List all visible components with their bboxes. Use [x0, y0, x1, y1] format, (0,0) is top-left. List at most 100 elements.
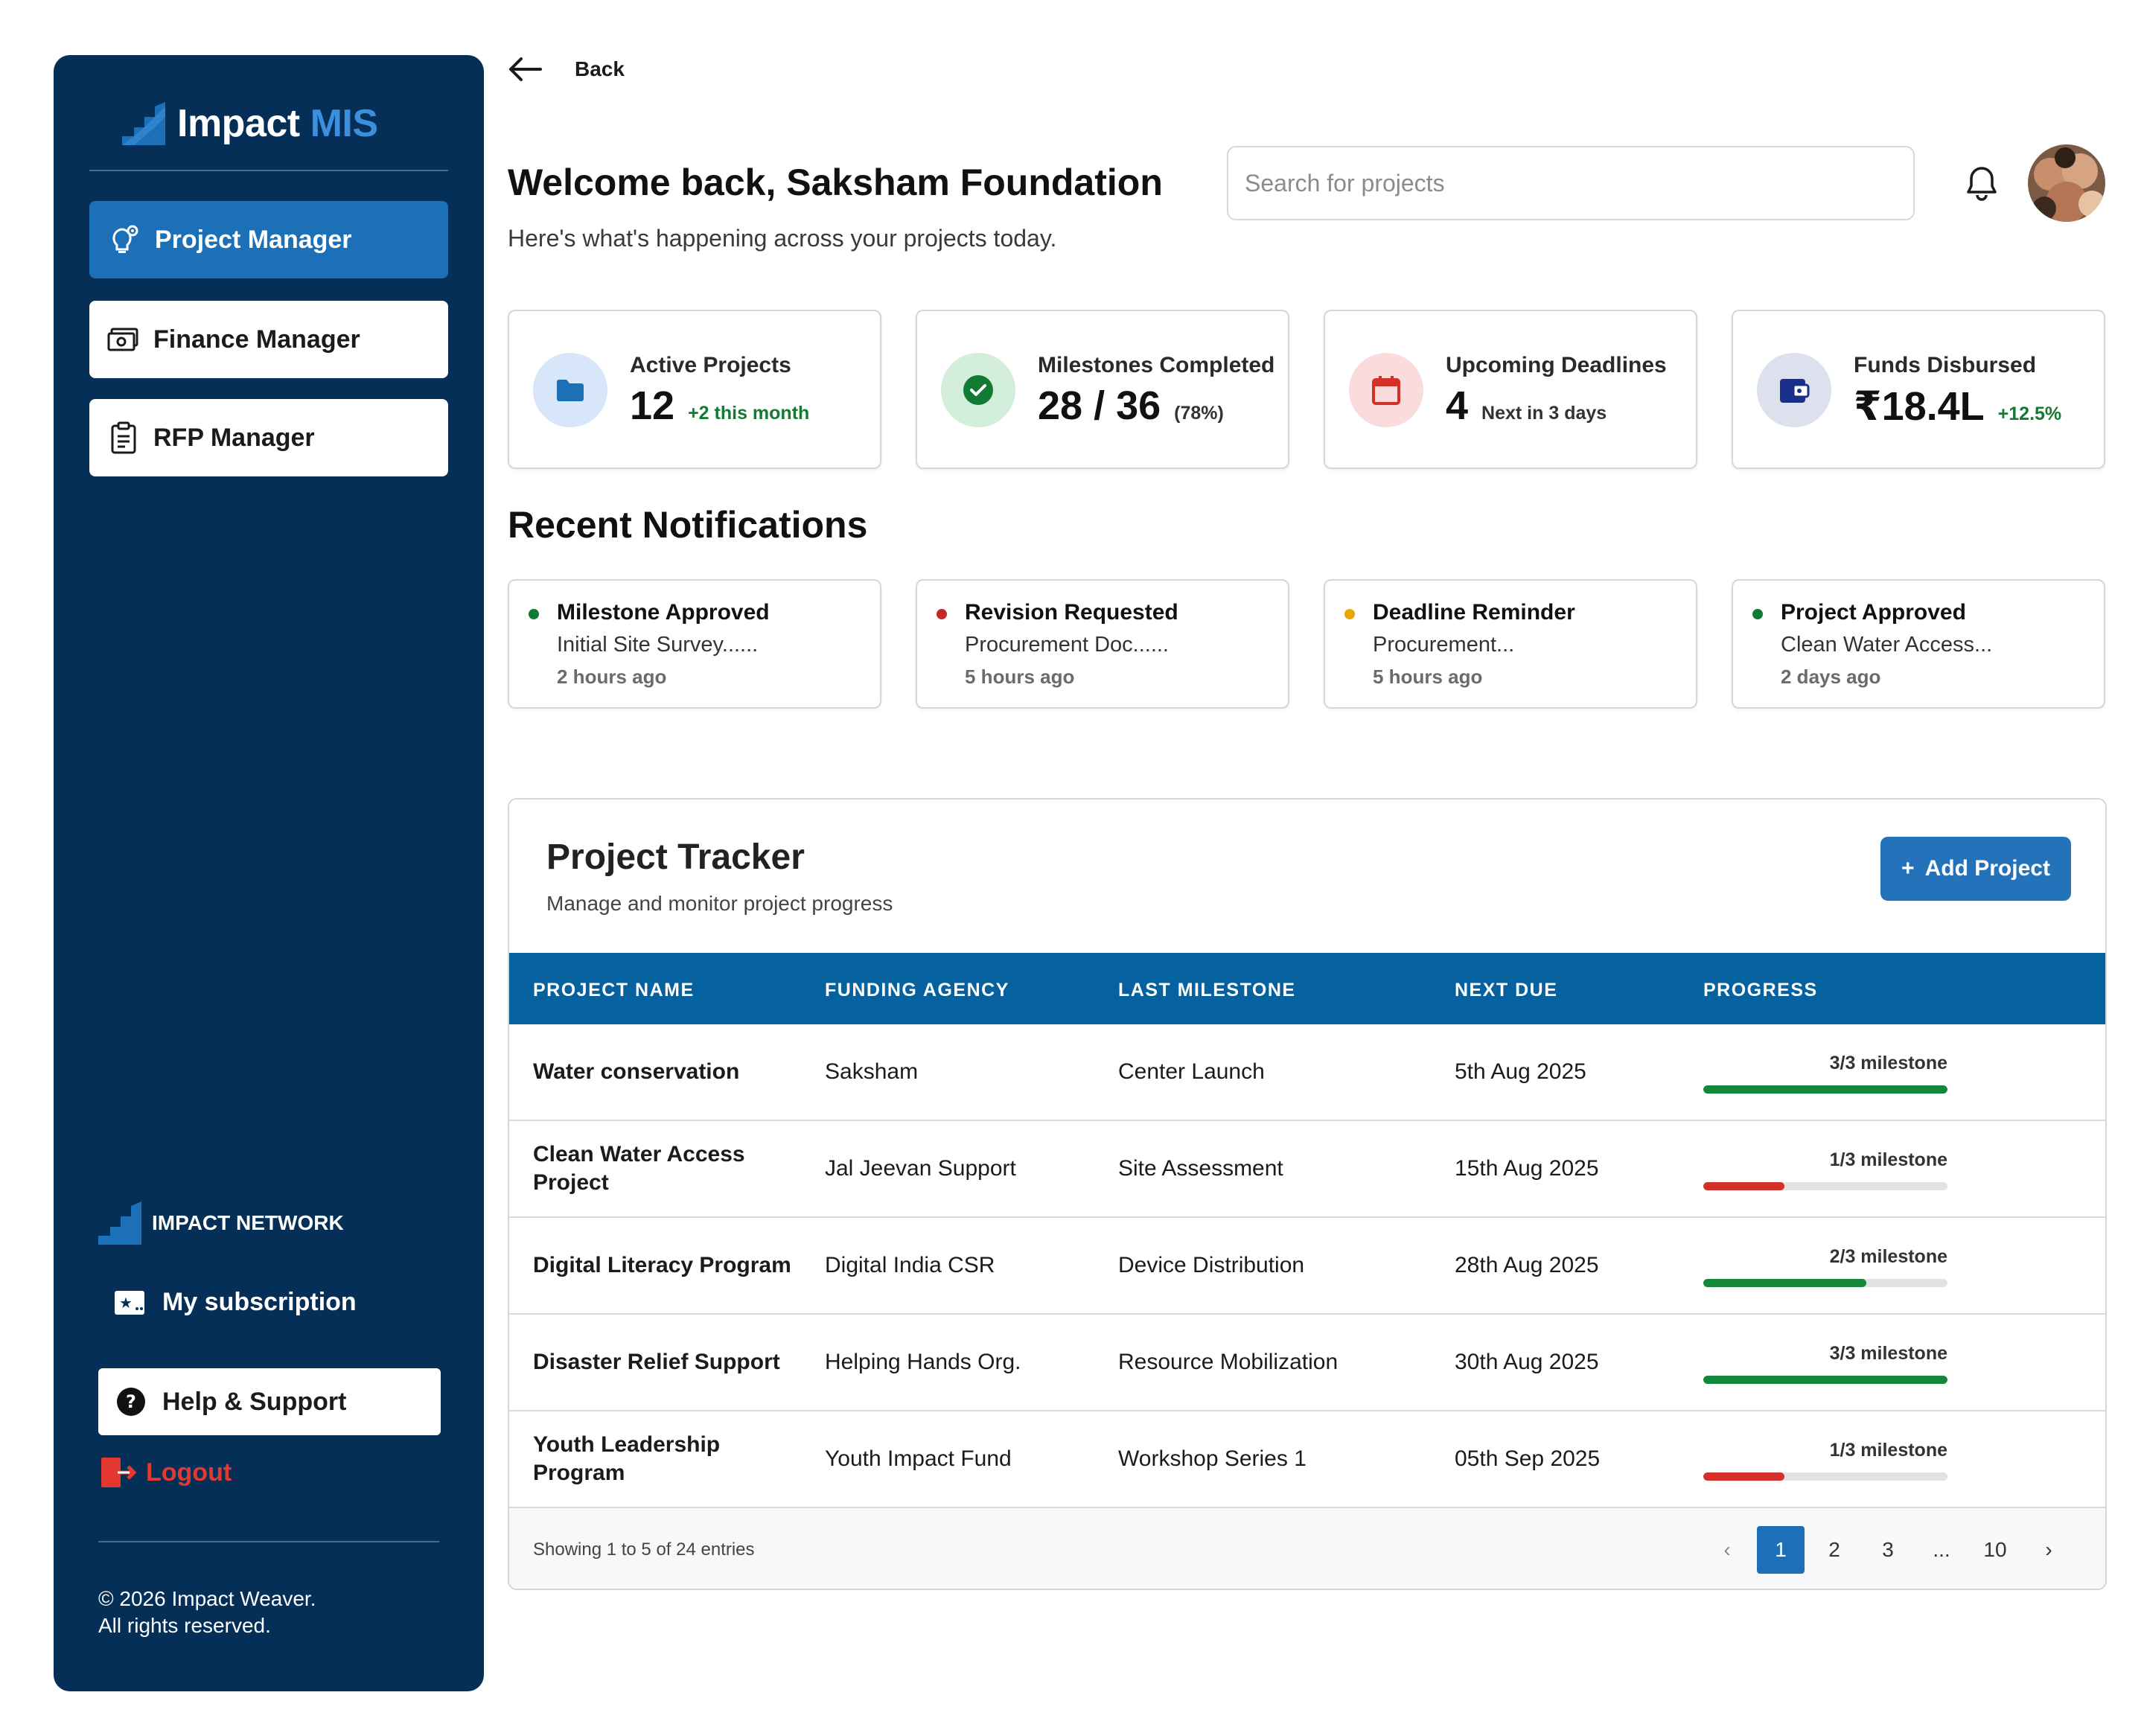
sidebar-divider [89, 170, 448, 171]
table-footer: Showing 1 to 5 of 24 entries ‹ 1 2 3 ...… [509, 1508, 2105, 1589]
notification-desc: Procurement... [1373, 633, 1515, 657]
notifications-title: Recent Notifications [508, 504, 868, 546]
next-due: 5th Aug 2025 [1455, 1059, 1586, 1084]
search-input[interactable] [1227, 146, 1915, 220]
stat-value: 28 / 36 [1038, 383, 1161, 428]
notification-time: 2 days ago [1781, 666, 1881, 688]
notification-title: Project Approved [1781, 600, 1966, 625]
network-label: IMPACT NETWORK [152, 1211, 344, 1234]
stat-label: Active Projects [630, 353, 791, 377]
notification-time: 2 hours ago [557, 666, 667, 688]
notification-card[interactable]: Deadline Reminder Procurement... 5 hours… [1324, 579, 1697, 709]
sidebar: Impact MIS Project Manager Finance Manag… [54, 55, 484, 1691]
table-row[interactable]: Digital Literacy Program Digital India C… [509, 1218, 2105, 1315]
table-row[interactable]: Disaster Relief Support Helping Hands Or… [509, 1315, 2105, 1411]
progress-label: 1/3 milestone [1829, 1149, 1947, 1170]
notification-desc: Initial Site Survey...... [557, 633, 759, 657]
table-header: PROJECT NAME FUNDING AGENCY LAST MILESTO… [509, 953, 2105, 1024]
add-project-button[interactable]: + Add Project [1880, 837, 2071, 901]
subscription-card-icon: ★ [115, 1290, 144, 1315]
project-name: Water conservation [533, 1059, 740, 1084]
notification-card[interactable]: Project Approved Clean Water Access... 2… [1732, 579, 2105, 709]
column-header: PROGRESS [1703, 980, 1818, 1001]
stat-card-milestones[interactable]: Milestones Completed 28 / 36 (78%) [916, 310, 1289, 469]
copyright-line: © 2026 Impact Weaver. [98, 1587, 316, 1610]
next-due: 15th Aug 2025 [1455, 1156, 1599, 1181]
sidebar-item-project-manager[interactable]: Project Manager [89, 201, 448, 278]
progress-bar [1703, 1472, 1947, 1481]
calendar-icon [1349, 353, 1423, 427]
brand-name: Impact [177, 102, 300, 145]
table-row[interactable]: Clean Water Access Project Jal Jeevan Su… [509, 1121, 2105, 1218]
table-row[interactable]: Water conservation Saksham Center Launch… [509, 1024, 2105, 1121]
project-name: Clean Water Access Project [533, 1142, 745, 1195]
logout-button[interactable]: Logout [100, 1456, 232, 1489]
stat-label: Funds Disbursed [1854, 353, 2037, 377]
folder-icon [533, 353, 607, 427]
progress-label: 2/3 milestone [1829, 1246, 1947, 1267]
status-dot [1752, 609, 1763, 619]
last-milestone: Device Distribution [1118, 1253, 1305, 1277]
notification-card[interactable]: Milestone Approved Initial Site Survey..… [508, 579, 881, 709]
funding-agency: Jal Jeevan Support [825, 1156, 1016, 1181]
funding-agency: Saksham [825, 1059, 919, 1084]
chevron-right-icon[interactable]: › [2045, 1538, 2052, 1561]
impact-network-link[interactable]: IMPACT NETWORK [98, 1202, 344, 1245]
notification-time: 5 hours ago [1373, 666, 1483, 688]
avatar[interactable] [2028, 144, 2105, 222]
page-button[interactable]: 10 [1983, 1538, 2007, 1561]
stat-label: Milestones Completed [1038, 353, 1275, 377]
notification-desc: Clean Water Access... [1781, 633, 1993, 657]
column-header: NEXT DUE [1455, 980, 1558, 1001]
logout-label: Logout [146, 1458, 232, 1487]
logout-icon [101, 1458, 137, 1487]
chevron-left-icon[interactable]: ‹ [1723, 1538, 1731, 1561]
progress-label: 3/3 milestone [1829, 1343, 1947, 1364]
status-dot [1344, 609, 1355, 619]
last-milestone: Center Launch [1118, 1059, 1265, 1084]
project-name: Digital Literacy Program [533, 1253, 791, 1277]
logo-stairs-icon [122, 102, 165, 145]
progress-bar [1703, 1279, 1947, 1287]
table-row[interactable]: Youth Leadership Program Youth Impact Fu… [509, 1411, 2105, 1508]
tracker-subtitle: Manage and monitor project progress [546, 892, 893, 915]
stat-value: 4 [1446, 383, 1469, 428]
stat-card-deadlines[interactable]: Upcoming Deadlines 4 Next in 3 days [1324, 310, 1697, 469]
help-support-button[interactable]: ? Help & Support [98, 1368, 441, 1435]
progress-fill [1703, 1182, 1785, 1190]
project-tracker: Project Tracker Manage and monitor proje… [508, 798, 2107, 1590]
page-button[interactable]: 1 [1757, 1526, 1805, 1574]
my-subscription-link[interactable]: ★ My subscription [113, 1288, 357, 1317]
progress-fill [1703, 1085, 1947, 1094]
page-title: Welcome back, Saksham Foundation [508, 162, 1163, 203]
stat-card-active-projects[interactable]: Active Projects 12 +2 this month [508, 310, 881, 469]
next-due: 30th Aug 2025 [1455, 1350, 1599, 1374]
copyright-line: All rights reserved. [98, 1614, 271, 1637]
sidebar-item-label: Finance Manager [153, 325, 360, 354]
notification-time: 5 hours ago [965, 666, 1075, 688]
next-due: 28th Aug 2025 [1455, 1253, 1599, 1277]
sidebar-item-finance-manager[interactable]: Finance Manager [89, 301, 448, 378]
back-button[interactable]: Back [508, 57, 625, 82]
lightbulb-gear-icon [107, 222, 143, 258]
last-milestone: Site Assessment [1118, 1156, 1283, 1181]
stat-card-funds[interactable]: Funds Disbursed ₹18.4L +12.5% [1732, 310, 2105, 469]
notification-title: Deadline Reminder [1373, 600, 1575, 625]
stat-label: Upcoming Deadlines [1446, 353, 1667, 377]
tracker-title: Project Tracker [546, 837, 805, 877]
page-button[interactable]: 3 [1882, 1538, 1894, 1561]
sidebar-item-rfp-manager[interactable]: RFP Manager [89, 399, 448, 476]
clipboard-icon [106, 420, 141, 456]
stat-sub: (78%) [1174, 403, 1224, 424]
notification-card[interactable]: Revision Requested Procurement Doc......… [916, 579, 1289, 709]
last-milestone: Resource Mobilization [1118, 1350, 1339, 1374]
stat-value: 12 [630, 383, 675, 428]
bell-icon[interactable] [1962, 164, 2001, 202]
last-milestone: Workshop Series 1 [1118, 1446, 1306, 1471]
status-dot [529, 609, 539, 619]
app-logo[interactable]: Impact MIS [122, 92, 378, 155]
column-header: FUNDING AGENCY [825, 980, 1009, 1001]
stat-sub: +12.5% [1997, 403, 2062, 424]
sidebar-divider [98, 1541, 439, 1542]
page-button[interactable]: 2 [1828, 1538, 1840, 1561]
